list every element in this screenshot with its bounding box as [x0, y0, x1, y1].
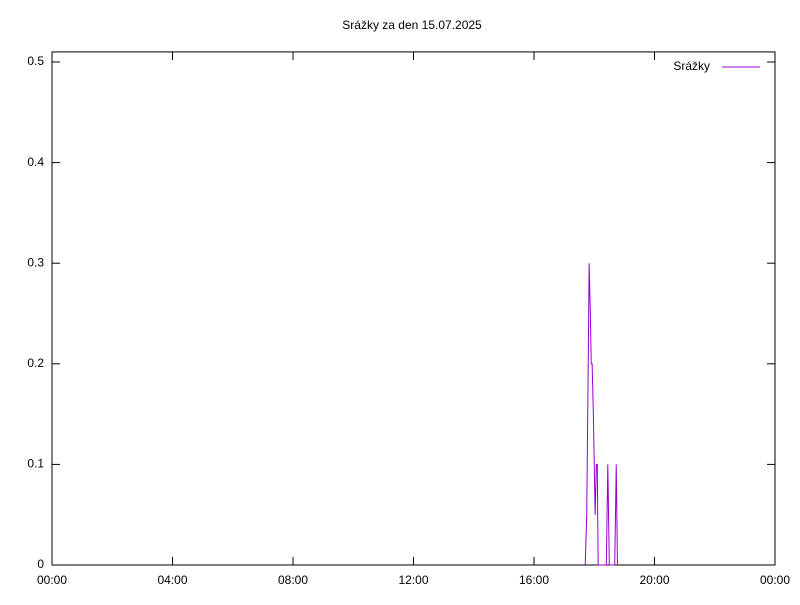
x-tick-label: 04:00: [157, 573, 187, 587]
chart-title: Srážky za den 15.07.2025: [342, 18, 482, 32]
x-tick-label: 00:00: [37, 573, 67, 587]
x-tick-label: 20:00: [639, 573, 669, 587]
y-tick-label: 0.5: [27, 54, 44, 68]
y-tick-label: 0.4: [27, 155, 44, 169]
data-line: [584, 263, 618, 566]
y-tick-label: 0.1: [27, 457, 44, 471]
y-tick-label: 0.2: [27, 356, 44, 370]
legend-label: Srážky: [673, 59, 710, 73]
x-tick-label: 00:00: [760, 573, 790, 587]
y-tick-label: 0.3: [27, 255, 44, 269]
y-tick-label: 0: [37, 557, 44, 571]
x-tick-label: 12:00: [398, 573, 428, 587]
x-tick-label: 08:00: [278, 573, 308, 587]
x-tick-label: 16:00: [519, 573, 549, 587]
